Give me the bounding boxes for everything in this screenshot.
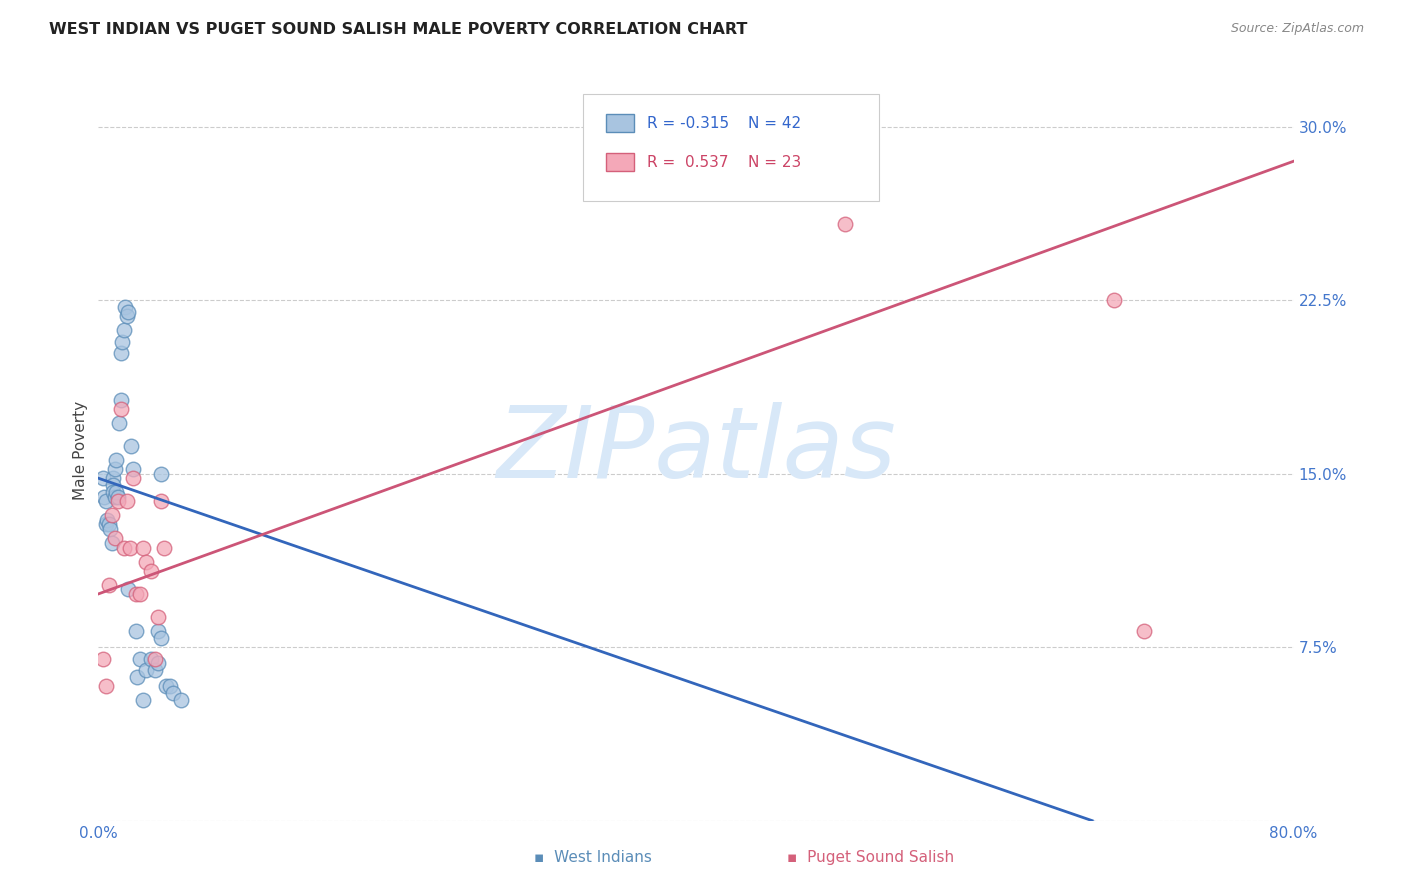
Point: [91, 651, 114, 665]
Point: [139, 564, 162, 578]
Point: [125, 587, 148, 601]
Point: [132, 693, 155, 707]
Point: [148, 610, 170, 624]
Point: [117, 582, 139, 597]
Text: N = 42: N = 42: [748, 116, 801, 130]
Point: [105, 452, 128, 467]
Point: [112, 541, 135, 555]
Point: [101, 536, 124, 550]
Point: [115, 310, 138, 324]
Point: [162, 686, 184, 700]
Point: [103, 471, 125, 485]
Point: [125, 624, 148, 638]
Text: ▪  Puget Sound Salish: ▪ Puget Sound Salish: [787, 850, 955, 865]
Point: [135, 663, 157, 677]
Point: [143, 663, 166, 677]
Text: ZIPatlas: ZIPatlas: [496, 402, 896, 499]
Point: [94, 517, 117, 532]
Point: [169, 693, 191, 707]
Point: [107, 490, 129, 504]
Point: [143, 651, 166, 665]
Point: [110, 346, 132, 360]
Point: [150, 631, 173, 645]
Point: [103, 478, 125, 492]
Y-axis label: Male Poverty: Male Poverty: [73, 401, 89, 500]
Text: R = -0.315: R = -0.315: [647, 116, 728, 130]
Point: [110, 392, 132, 407]
Point: [97, 577, 120, 591]
Point: [155, 680, 177, 694]
Point: [94, 494, 117, 508]
Point: [97, 517, 120, 532]
Point: [127, 670, 149, 684]
Point: [153, 541, 176, 555]
Point: [108, 416, 131, 430]
Point: [834, 217, 856, 231]
Point: [114, 300, 136, 314]
Point: [150, 494, 173, 508]
Point: [91, 471, 114, 485]
Point: [159, 680, 181, 694]
Point: [98, 522, 122, 536]
Point: [94, 680, 117, 694]
Point: [105, 485, 128, 500]
Point: [112, 323, 135, 337]
Point: [101, 508, 124, 523]
Point: [96, 513, 118, 527]
Point: [121, 471, 143, 485]
Point: [104, 532, 127, 546]
Point: [115, 494, 138, 508]
Text: WEST INDIAN VS PUGET SOUND SALISH MALE POVERTY CORRELATION CHART: WEST INDIAN VS PUGET SOUND SALISH MALE P…: [49, 22, 748, 37]
Point: [150, 467, 173, 481]
Point: [107, 494, 129, 508]
Point: [129, 651, 152, 665]
Point: [104, 462, 127, 476]
Point: [110, 401, 132, 416]
Point: [135, 554, 157, 569]
Point: [132, 541, 155, 555]
Point: [117, 304, 139, 318]
Point: [139, 651, 162, 665]
Text: Source: ZipAtlas.com: Source: ZipAtlas.com: [1230, 22, 1364, 36]
Point: [148, 657, 170, 671]
Text: R =  0.537: R = 0.537: [647, 155, 728, 169]
Point: [118, 541, 141, 555]
Point: [148, 624, 170, 638]
Point: [120, 439, 142, 453]
Text: N = 23: N = 23: [748, 155, 801, 169]
Point: [129, 587, 152, 601]
Point: [104, 490, 127, 504]
Point: [1104, 293, 1126, 307]
Point: [121, 462, 143, 476]
Text: ▪  West Indians: ▪ West Indians: [534, 850, 652, 865]
Point: [1133, 624, 1156, 638]
Point: [103, 485, 125, 500]
Point: [111, 334, 134, 349]
Point: [93, 490, 115, 504]
